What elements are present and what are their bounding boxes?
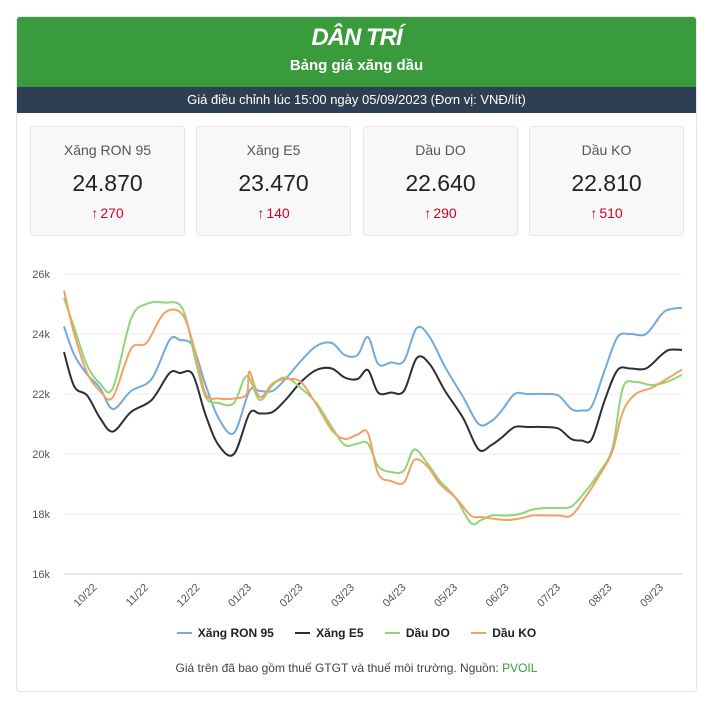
arrow-up-icon: ↑ [257,205,265,221]
legend-item-do[interactable]: Dầu DO [384,626,450,640]
price-chart: 16k 18k 20k 22k 24k 26k 10/22 11/22 12/22 01/23 0… [32,269,683,610]
x-tick-label: 10/22 [72,582,100,610]
legend-label: Dầu DO [405,626,450,640]
header: DÂN TRÍ Bảng giá xăng dầu [17,17,696,87]
y-tick-label: 20k [32,449,50,461]
series-line-1 [63,348,683,457]
x-tick-label: 12/22 [175,582,203,610]
legend-item-ko[interactable]: Dầu KO [471,626,536,640]
stat-card-ko: Dầu KO 22.810 ↑ 510 [529,126,684,236]
stat-price: 22.810 [571,170,642,196]
stat-price: 23.470 [238,170,309,196]
legend-swatch [176,631,192,634]
legend-item-ron95[interactable]: Xăng RON 95 [176,626,274,640]
source-link[interactable]: PVOIL [502,661,538,675]
y-tick-label: 18k [32,509,50,521]
stat-name: Dầu KO [581,142,632,158]
legend-label: Xăng RON 95 [197,626,274,640]
stat-card-do: Dầu DO 22.640 ↑ 290 [363,126,518,236]
stat-change: 270 [100,205,124,221]
legend-label: Xăng E5 [316,626,364,640]
dantri-logo[interactable]: DÂN TRÍ [311,24,402,51]
legend-swatch [295,631,311,634]
arrow-up-icon: ↑ [91,205,99,221]
stat-name: Dầu DO [415,142,466,158]
series-line-2 [63,297,683,526]
stat-name: Xăng RON 95 [63,142,152,158]
stat-change: 290 [433,205,457,221]
stat-card-ron95: Xăng RON 95 24.870 ↑ 270 [30,126,185,236]
legend-item-e5[interactable]: Xăng E5 [295,626,364,640]
y-tick-label: 26k [32,269,50,281]
chart-legend: Xăng RON 95 Xăng E5 Dầu DO Dầu KO [17,626,696,640]
y-tick-label: 24k [32,329,50,341]
x-tick-label: 05/23 [432,582,460,610]
x-tick-label: 08/23 [587,582,615,610]
arrow-up-icon: ↑ [424,205,432,221]
x-tick-label: 02/23 [278,582,306,610]
x-tick-label: 04/23 [381,582,409,610]
stat-card-e5: Xăng E5 23.470 ↑ 140 [196,126,351,236]
footer-text: Giá trên đã bao gồm thuế GTGT và thuế mô… [175,661,499,675]
footer-note: Giá trên đã bao gồm thuế GTGT và thuế mô… [17,661,696,675]
arrow-up-icon: ↑ [590,205,598,221]
x-tick-label: 06/23 [484,582,512,610]
stat-change: 140 [266,205,290,221]
x-tick-label: 09/23 [638,582,666,610]
y-tick-label: 16k [32,569,50,581]
stat-change: 510 [599,205,623,221]
adjustment-info: Giá điều chỉnh lúc 15:00 ngày 05/09/2023… [17,87,696,113]
legend-swatch [384,631,400,634]
x-tick-label: 03/23 [329,582,357,610]
price-card: DÂN TRÍ Bảng giá xăng dầu Giá điều chỉnh… [16,16,697,692]
stat-price: 24.870 [72,170,143,196]
x-tick-label: 07/23 [535,582,563,610]
price-summary: Xăng RON 95 24.870 ↑ 270 Xăng E5 23.470 ↑… [30,126,684,236]
stat-price: 22.640 [405,170,476,196]
legend-swatch [471,631,487,634]
page-title: Bảng giá xăng dầu [289,57,424,74]
stat-name: Xăng E5 [246,142,301,158]
series-line-0 [63,306,683,435]
y-tick-label: 22k [32,389,50,401]
series-line-3 [63,290,683,521]
legend-label: Dầu KO [492,626,537,640]
x-tick-label: 01/23 [226,582,254,610]
x-tick-label: 11/22 [124,582,151,609]
